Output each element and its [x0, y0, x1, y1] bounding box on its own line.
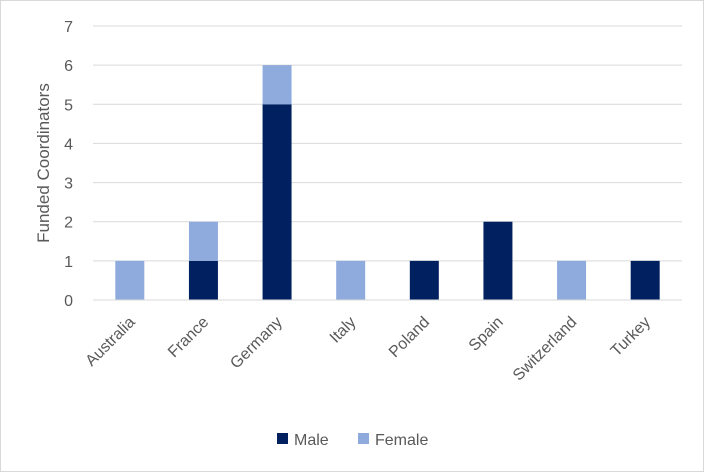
- x-tick-label: Poland: [386, 314, 433, 361]
- x-tick-label: Spain: [466, 314, 507, 355]
- y-tick-label: 0: [64, 293, 73, 310]
- y-axis-title: Funded Coordinators: [34, 83, 53, 243]
- bar-male-germany: [262, 104, 292, 301]
- x-tick-label: Germany: [227, 314, 286, 373]
- legend-label-female: Female: [375, 432, 428, 449]
- bar-female-germany: [262, 65, 292, 105]
- y-tick-label: 7: [64, 19, 73, 36]
- y-tick-label: 4: [64, 136, 73, 153]
- legend: Male Female: [277, 432, 428, 449]
- bar-female-france: [188, 221, 218, 261]
- legend-swatch-female: [358, 433, 369, 444]
- x-tick-label: Switzerland: [510, 314, 581, 385]
- x-tick-label: Turkey: [608, 314, 654, 360]
- x-tick-label: Australia: [83, 314, 139, 370]
- bar-male-turkey: [630, 260, 660, 300]
- bar-male-france: [188, 260, 218, 300]
- bar-male-spain: [483, 221, 513, 300]
- y-tick-label: 2: [64, 215, 73, 232]
- bar-female-switzerland: [557, 260, 587, 300]
- legend-label-male: Male: [294, 432, 329, 449]
- bar-male-poland: [409, 260, 439, 300]
- legend-swatch-male: [277, 433, 288, 444]
- bars: [115, 65, 660, 301]
- x-tick-labels: Australia France Germany Italy Poland Spain Sw…: [83, 314, 654, 385]
- y-tick-label: 5: [64, 97, 73, 114]
- bar-female-italy: [336, 260, 366, 300]
- y-tick-label: 1: [64, 254, 73, 271]
- y-tick-label: 6: [64, 58, 73, 75]
- y-tick-labels: 0 1 2 3 4 5 6 7: [64, 19, 73, 310]
- x-tick-label: France: [165, 314, 212, 361]
- x-tick-label: Italy: [327, 314, 360, 347]
- gridlines: [93, 25, 682, 262]
- bar-female-australia: [115, 260, 145, 300]
- y-tick-label: 3: [64, 176, 73, 193]
